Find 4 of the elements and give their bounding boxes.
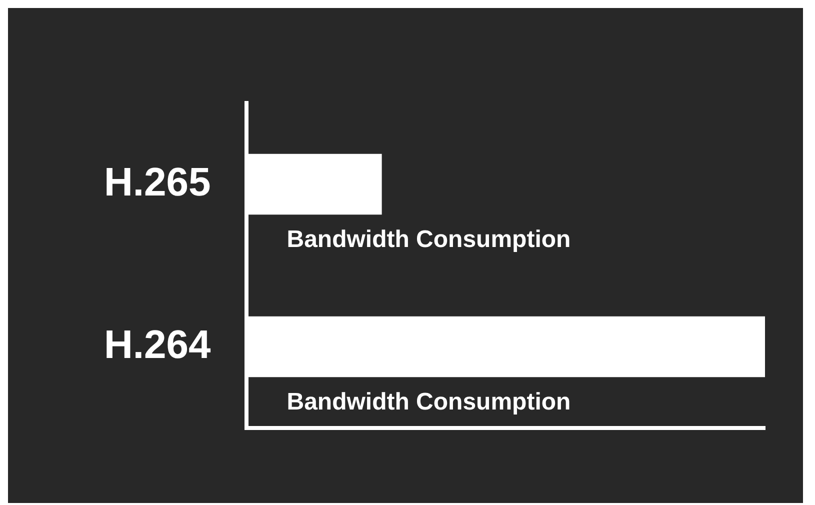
y-tick-label: H.264 [104,322,212,367]
annotation: Bandwidth Consumption [286,388,571,416]
annotation: Bandwidth Consumption [286,226,571,253]
y-tick-label: H.265 [104,160,211,204]
